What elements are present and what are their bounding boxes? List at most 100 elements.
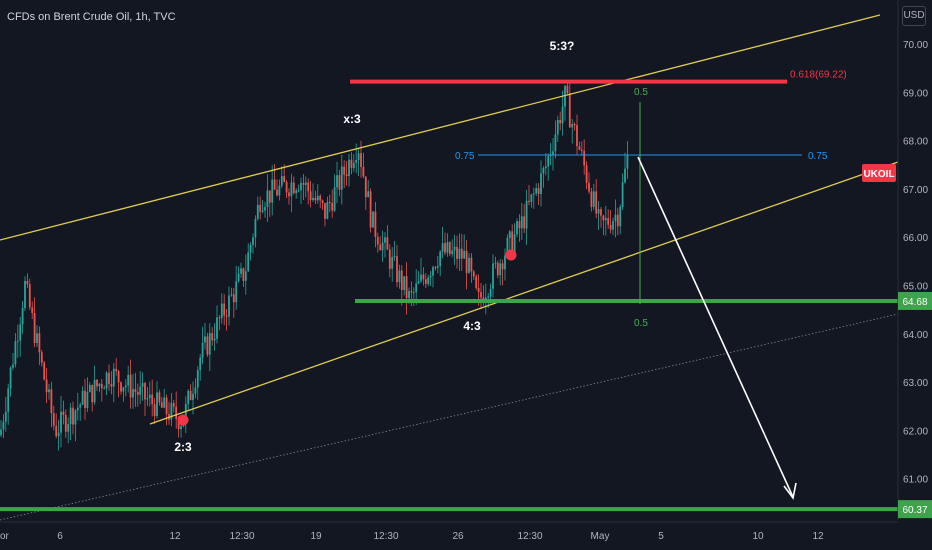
wave-label: 5:3? [550, 39, 575, 53]
candle-body [520, 216, 523, 229]
projection-arrow-head [783, 482, 797, 500]
candle-body [338, 175, 341, 190]
candle-body [362, 166, 365, 177]
candle-body [292, 182, 295, 194]
candle-body [616, 214, 619, 227]
wave-label: x:3 [343, 112, 361, 126]
candle-body [242, 268, 245, 281]
candle-body [33, 313, 36, 344]
candle-body [607, 218, 610, 225]
candle-body [232, 294, 235, 303]
candle-body [156, 392, 158, 417]
candle-body [81, 390, 84, 405]
candle-body [271, 179, 274, 203]
candle-body [297, 190, 300, 192]
candle-body [21, 308, 24, 325]
candle-body [424, 279, 427, 284]
candle-body [595, 191, 598, 214]
currency-badge[interactable]: USD [902, 6, 926, 26]
candle-body [343, 166, 346, 175]
candle-body [523, 216, 526, 229]
candle-body [312, 197, 314, 201]
candle-body [165, 397, 168, 415]
candle-body [352, 162, 355, 168]
fib-label-top: 0.5 [634, 87, 648, 98]
candle-body [194, 387, 197, 394]
candle-body [434, 267, 437, 269]
candle-body [79, 404, 82, 408]
candle-body [196, 370, 199, 388]
candle-body [472, 271, 475, 277]
candle-body [117, 371, 120, 383]
candle-body [336, 175, 338, 188]
candle-body [136, 391, 139, 395]
candle-body [480, 292, 482, 298]
time-tick-label: 19 [310, 531, 322, 542]
candle-body [141, 383, 144, 387]
time-tick-label: 12 [169, 531, 181, 542]
candle-body [259, 204, 262, 212]
candle-body [624, 168, 626, 183]
candle-body [592, 191, 595, 207]
candle-body [441, 243, 444, 252]
candle-body [88, 384, 91, 392]
candle-body [199, 357, 202, 371]
candle-body [559, 119, 562, 124]
marker-dot-right [505, 249, 517, 261]
candle-body [278, 185, 281, 196]
candle-body [273, 179, 276, 190]
candle-body [74, 410, 77, 425]
candle-body [57, 432, 60, 437]
candle-body [453, 246, 456, 251]
projection-arrow-line [637, 156, 794, 498]
fib-label-right: 0.75 [808, 151, 828, 162]
candle-body [372, 211, 374, 228]
candle-body [331, 202, 334, 211]
candle-body [144, 383, 146, 400]
candle-body [108, 372, 110, 384]
candle-body [388, 249, 391, 269]
candle-body [0, 429, 2, 436]
candle-body [513, 234, 516, 252]
support-price-badge-bg [898, 291, 932, 310]
candle-body [93, 379, 96, 403]
candle-body [261, 210, 264, 212]
candle-body [364, 176, 367, 198]
candle-body [340, 166, 343, 190]
candle-body [532, 193, 535, 195]
candle-body [566, 85, 569, 94]
candle-body [396, 256, 398, 283]
candle-body [31, 307, 34, 314]
candle-body [326, 201, 329, 219]
candle-body [309, 191, 312, 201]
time-tick-label: 5 [658, 531, 664, 542]
candle-body [386, 237, 389, 250]
candle-body [146, 398, 149, 400]
candle-body [412, 292, 415, 294]
candle-body [115, 368, 118, 372]
fib-label-bottom: 0.5 [634, 318, 648, 329]
price-tick-label: 66.00 [903, 233, 928, 244]
candle-body [184, 403, 187, 424]
wave-label: 4:3 [463, 319, 481, 333]
candle-body [9, 367, 12, 389]
candle-body [374, 211, 377, 237]
candle-body [122, 387, 125, 392]
candle-body [585, 165, 588, 183]
candle-body [626, 155, 629, 169]
candles-layer [0, 79, 629, 451]
candle-body [158, 392, 161, 403]
candle-body [432, 267, 434, 276]
candle-body [499, 263, 502, 276]
candle-body [540, 173, 542, 194]
time-tick-label-edge: or [0, 531, 10, 542]
candle-body [120, 382, 122, 392]
candle-body [38, 333, 41, 353]
candle-body [240, 268, 242, 274]
candle-body [612, 221, 614, 230]
candle-body [62, 411, 65, 415]
candle-body [384, 237, 386, 243]
